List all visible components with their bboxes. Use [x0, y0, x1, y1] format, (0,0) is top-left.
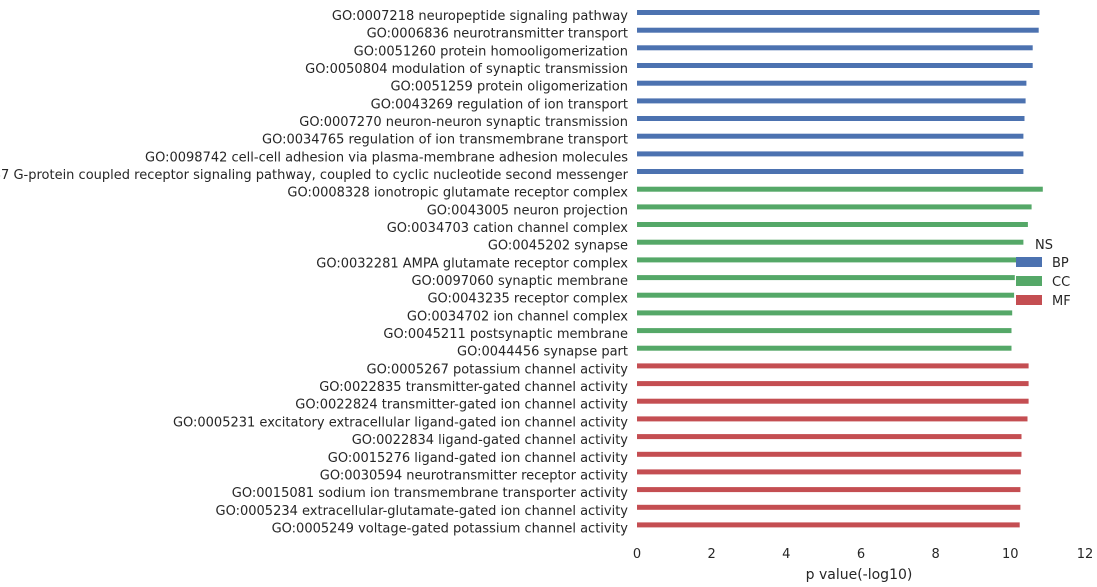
- bar-mf: [637, 504, 1021, 510]
- category-label: GO:0098742 cell-cell adhesion via plasma…: [145, 150, 628, 165]
- bar-cc: [637, 222, 1028, 227]
- category-label: GO:0006836 neurotransmitter transport: [367, 27, 628, 42]
- category-label: GO:0030594 neurotransmitter receptor act…: [320, 468, 629, 483]
- bar-bp: [637, 63, 1033, 68]
- category-label: GO:0043235 receptor complex: [427, 292, 628, 307]
- legend-swatch-bp: [1016, 257, 1042, 267]
- x-tick-label: 6: [857, 547, 865, 562]
- x-tick-label: 2: [708, 547, 716, 562]
- x-tick-labels-group: 0 2 4 6 8 10 12: [633, 547, 1093, 562]
- bar-mf: [637, 469, 1021, 475]
- bar-cc: [637, 275, 1015, 281]
- x-tick-label: 4: [782, 547, 790, 562]
- bar-cc: [637, 257, 1021, 263]
- category-label: GO:0050804 modulation of synaptic transm…: [305, 62, 628, 77]
- bar-cc: [637, 345, 1012, 351]
- bars-group: [637, 10, 1043, 528]
- bar-mf: [637, 487, 1021, 493]
- bar-bp: [637, 98, 1026, 104]
- bar-mf: [637, 398, 1029, 404]
- category-label: GO:0007187 G-protein coupled receptor si…: [0, 168, 629, 183]
- bar-bp: [637, 80, 1027, 86]
- category-label: GO:0045202 synapse: [488, 239, 628, 254]
- category-label: GO:0007218 neuropeptide signaling pathwa…: [332, 9, 628, 24]
- bar-bp: [637, 10, 1040, 15]
- bar-mf: [637, 451, 1022, 457]
- legend-label-cc: CC: [1052, 275, 1070, 290]
- category-label: GO:0044456 synapse part: [457, 345, 628, 360]
- category-label: GO:0034703 cation channel complex: [387, 221, 629, 236]
- bar-cc: [637, 292, 1015, 298]
- category-label: GO:0008328 ionotropic glutamate receptor…: [287, 186, 628, 201]
- bar-mf: [637, 522, 1020, 528]
- category-label: GO:0034702 ion channel complex: [407, 309, 628, 324]
- category-label: GO:0022835 transmitter-gated channel act…: [319, 380, 628, 395]
- bar-cc: [637, 328, 1012, 334]
- bar-mf: [637, 363, 1029, 369]
- category-label: GO:0005249 voltage-gated potassium chann…: [272, 521, 629, 536]
- x-tick-label: 0: [633, 547, 641, 562]
- category-label: GO:0051260 protein homooligomerization: [354, 44, 628, 59]
- category-label: GO:0022834 ligand-gated channel activity: [352, 433, 629, 448]
- legend-label-mf: MF: [1052, 294, 1071, 309]
- bar-mf: [637, 416, 1028, 422]
- bar-bp: [637, 151, 1024, 157]
- category-label: GO:0022824 transmitter-gated ion channel…: [295, 398, 628, 413]
- legend: NS BP CC MF: [1016, 238, 1071, 309]
- x-tick-label: 8: [932, 547, 940, 562]
- bar-bp: [637, 133, 1024, 139]
- bar-mf: [637, 381, 1029, 387]
- bar-cc: [637, 186, 1043, 192]
- legend-swatch-cc: [1016, 276, 1042, 286]
- category-label: GO:0015276 ligand-gated ion channel acti…: [328, 451, 629, 466]
- category-label: GO:0007270 neuron-neuron synaptic transm…: [299, 115, 628, 130]
- x-axis-label: p value(-log10): [806, 567, 913, 583]
- bar-cc: [637, 310, 1013, 316]
- legend-swatch-mf: [1016, 295, 1042, 305]
- bar-bp: [637, 116, 1025, 121]
- category-labels-group: GO:0007218 neuropeptide signaling pathwa…: [0, 9, 629, 536]
- x-tick-label: 12: [1077, 547, 1094, 562]
- category-label: GO:0034765 regulation of ion transmembra…: [262, 133, 628, 148]
- category-label: GO:0043269 regulation of ion transport: [371, 97, 628, 112]
- bar-bp: [637, 27, 1039, 33]
- category-label: GO:0032281 AMPA glutamate receptor compl…: [316, 256, 628, 271]
- category-label: GO:0043005 neuron projection: [427, 203, 628, 218]
- bar-bp: [637, 45, 1033, 51]
- x-tick-label: 10: [1002, 547, 1019, 562]
- bar-mf: [637, 434, 1022, 440]
- category-label: GO:0005231 excitatory extracellular liga…: [173, 415, 628, 430]
- legend-label-bp: BP: [1052, 256, 1069, 271]
- category-label: GO:0097060 synaptic membrane: [411, 274, 628, 289]
- bar-cc: [637, 204, 1032, 210]
- bar-cc: [637, 239, 1024, 245]
- category-label: GO:0051259 protein oligomerization: [390, 80, 628, 95]
- category-label: GO:0045211 postsynaptic membrane: [383, 327, 628, 342]
- bar-bp: [637, 169, 1024, 174]
- category-label: GO:0015081 sodium ion transmembrane tran…: [232, 486, 628, 501]
- legend-title: NS: [1035, 238, 1053, 253]
- category-label: GO:0005267 potassium channel activity: [367, 362, 629, 377]
- category-label: GO:0005234 extracellular-glutamate-gated…: [216, 504, 629, 519]
